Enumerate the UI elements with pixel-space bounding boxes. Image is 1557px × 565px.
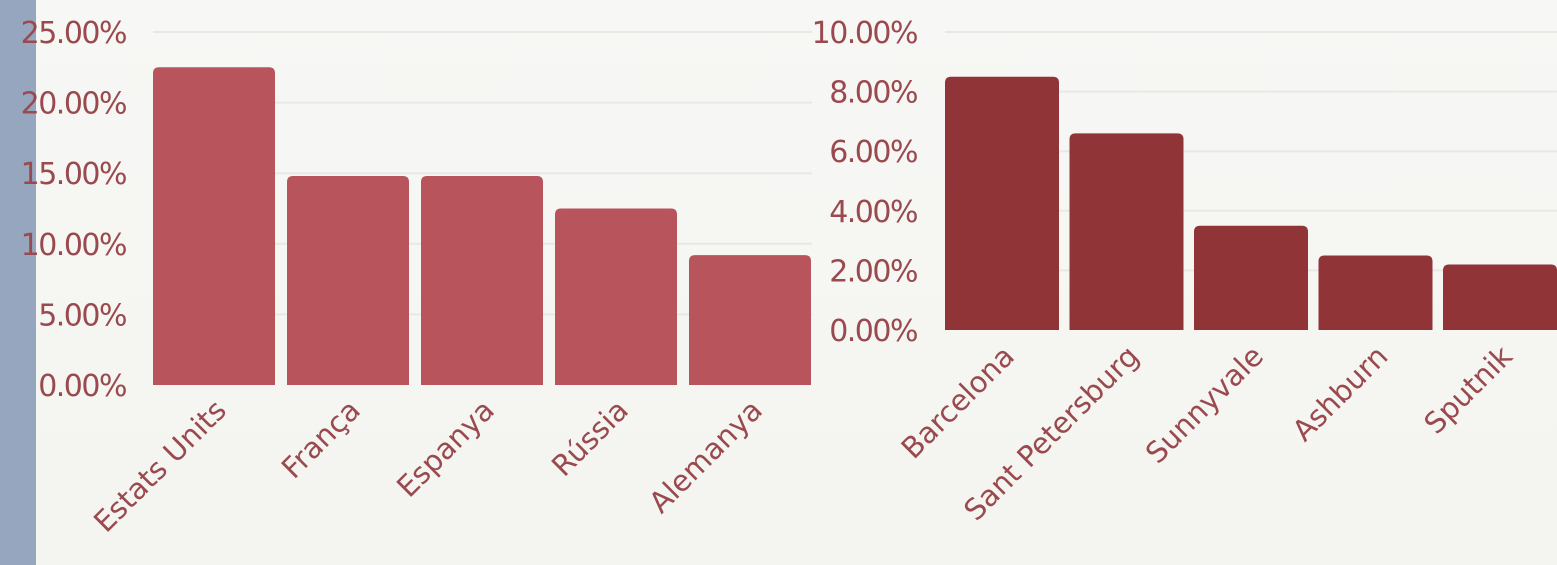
- bar-franca: [287, 176, 409, 385]
- y-tick-label: 15.00%: [21, 157, 126, 192]
- x-category-label: Ashburn: [1286, 339, 1395, 448]
- y-tick-label: 0.00%: [829, 314, 917, 349]
- y-tick-label: 10.00%: [812, 16, 917, 51]
- bar-sputnik: [1443, 264, 1557, 330]
- y-tick-label: 4.00%: [829, 195, 917, 230]
- x-category-label: Sunnyvale: [1139, 339, 1270, 470]
- x-category-label: Rússia: [545, 393, 635, 483]
- y-tick-label: 5.00%: [38, 298, 126, 333]
- x-category-label: Espanya: [390, 393, 501, 504]
- bar-alemanya: [689, 255, 811, 385]
- x-category-label: França: [275, 393, 367, 485]
- y-tick-label: 2.00%: [829, 254, 917, 289]
- bar-espanya: [421, 176, 543, 385]
- bar-barcelona: [945, 76, 1059, 330]
- y-tick-label: 6.00%: [829, 135, 917, 170]
- left-side-strip: [0, 0, 36, 565]
- bar-russia: [555, 208, 677, 385]
- bar-sant-petersburg: [1069, 133, 1184, 330]
- y-tick-label: 25.00%: [21, 16, 126, 51]
- y-tick-label: 10.00%: [21, 228, 126, 263]
- bar-sunnyvale: [1194, 225, 1308, 330]
- x-category-label: Sputnik: [1417, 339, 1519, 441]
- x-category-label: Barcelona: [895, 339, 1021, 465]
- y-tick-label: 0.00%: [38, 369, 126, 404]
- bar-estats-units: [153, 67, 275, 386]
- x-category-label: Estats Units: [87, 393, 233, 539]
- bar-ashburn: [1318, 255, 1433, 330]
- y-tick-label: 20.00%: [21, 87, 126, 122]
- y-tick-label: 8.00%: [829, 76, 917, 111]
- x-category-label: Alemanya: [642, 393, 769, 520]
